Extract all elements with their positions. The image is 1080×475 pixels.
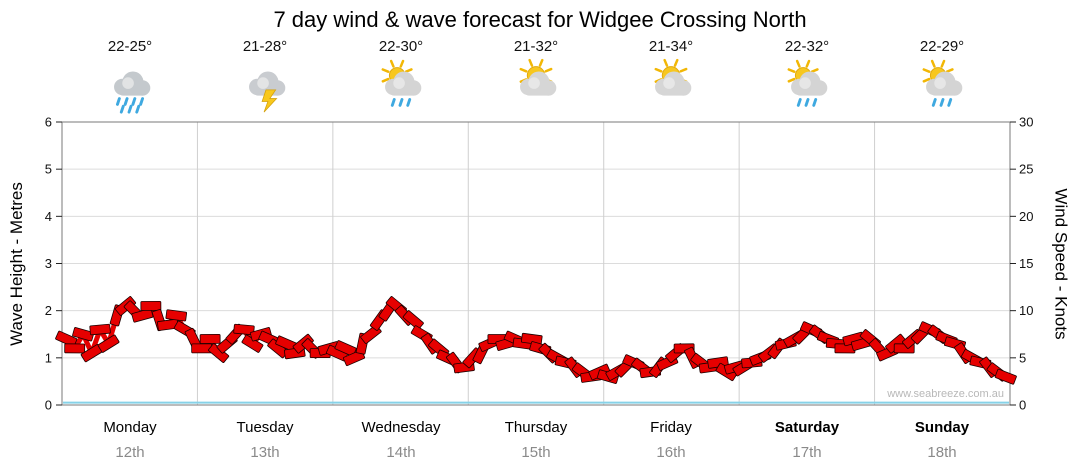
day-axis-label: Friday 16th	[601, 419, 741, 461]
wind-series-marker	[140, 300, 162, 311]
wind-axis-tick-label: 15	[1019, 256, 1033, 271]
day-temp: 22-32°	[784, 38, 830, 55]
day-name: Tuesday	[236, 419, 294, 436]
page-title: 7 day wind & wave forecast for Widgee Cr…	[273, 7, 807, 32]
wind-axis-tick-label: 25	[1019, 162, 1033, 177]
day-axis-label: Monday 12th	[60, 419, 200, 461]
wind-series-marker	[64, 343, 86, 354]
day-forecast-header: 22-30°	[336, 38, 466, 117]
wind-series-marker	[402, 310, 424, 330]
wind-series-marker	[233, 323, 255, 336]
wave-axis-tick-label: 0	[45, 398, 52, 413]
sun-showers-icon	[742, 57, 872, 117]
partly-cloudy-icon	[471, 57, 601, 117]
wind-series-marker	[165, 309, 188, 322]
wind-axis-tick-label: 0	[1019, 398, 1026, 413]
wind-axis-tick-label: 5	[1019, 350, 1026, 365]
wind-series-marker	[994, 368, 1017, 385]
day-forecast-header: 21-28°	[200, 38, 330, 117]
day-name: Saturday	[774, 419, 840, 436]
day-forecast-header: 22-29°	[877, 38, 1007, 117]
day-date: 13th	[250, 444, 280, 461]
wind-series-marker	[199, 333, 221, 344]
partly-cloudy-icon	[606, 57, 736, 117]
day-temp: 21-28°	[242, 38, 288, 55]
rain-icon	[65, 57, 195, 117]
wind-series-marker	[89, 323, 111, 336]
day-temp: 22-30°	[378, 38, 424, 55]
day-date: 16th	[656, 444, 686, 461]
watermark: www.seabreeze.com.au	[886, 388, 1004, 400]
day-temp: 21-32°	[513, 38, 559, 55]
day-name: Monday	[103, 419, 157, 436]
wave-axis-tick-label: 5	[45, 162, 52, 177]
wave-axis-tick-label: 2	[45, 303, 52, 318]
day-name: Friday	[650, 419, 692, 436]
wave-axis-tick-label: 6	[45, 115, 52, 130]
day-date: 18th	[927, 444, 957, 461]
day-forecast-header: 21-32°	[471, 38, 601, 117]
day-axis-label: Thursday 15th	[466, 419, 606, 461]
sun-showers-icon	[336, 57, 466, 117]
wave-axis-tick-label: 1	[45, 350, 52, 365]
day-axis-label: Tuesday 13th	[195, 419, 335, 461]
day-date: 12th	[115, 444, 145, 461]
day-date: 14th	[386, 444, 416, 461]
day-axis-label: Wednesday 14th	[331, 419, 471, 461]
wind-series-marker	[191, 343, 213, 354]
wind-series-marker	[97, 334, 120, 353]
day-date: 17th	[792, 444, 822, 461]
day-temp: 22-25°	[107, 38, 153, 55]
wind-axis-tick-label: 10	[1019, 303, 1033, 318]
day-name: Wednesday	[361, 419, 441, 436]
storm-icon	[200, 57, 330, 117]
wind-series-marker	[72, 327, 95, 342]
day-temp: 21-34°	[648, 38, 694, 55]
day-forecast-header: 22-25°	[65, 38, 195, 117]
day-name: Sunday	[914, 419, 970, 436]
wave-axis-tick-label: 4	[45, 209, 52, 224]
day-axis-label: Sunday 18th	[872, 419, 1012, 461]
day-forecast-header: 22-32°	[742, 38, 872, 117]
day-temp: 22-29°	[919, 38, 965, 55]
day-name: Thursday	[504, 419, 568, 436]
sun-showers-icon	[877, 57, 1007, 117]
day-axis-label: Saturday 17th	[737, 419, 877, 461]
wind-axis-tick-label: 20	[1019, 209, 1033, 224]
day-forecast-header: 21-34°	[606, 38, 736, 117]
wave-axis-tick-label: 3	[45, 256, 52, 271]
wind-axis-tick-label: 30	[1019, 115, 1033, 130]
wind-series-marker	[55, 330, 78, 348]
day-date: 15th	[521, 444, 551, 461]
